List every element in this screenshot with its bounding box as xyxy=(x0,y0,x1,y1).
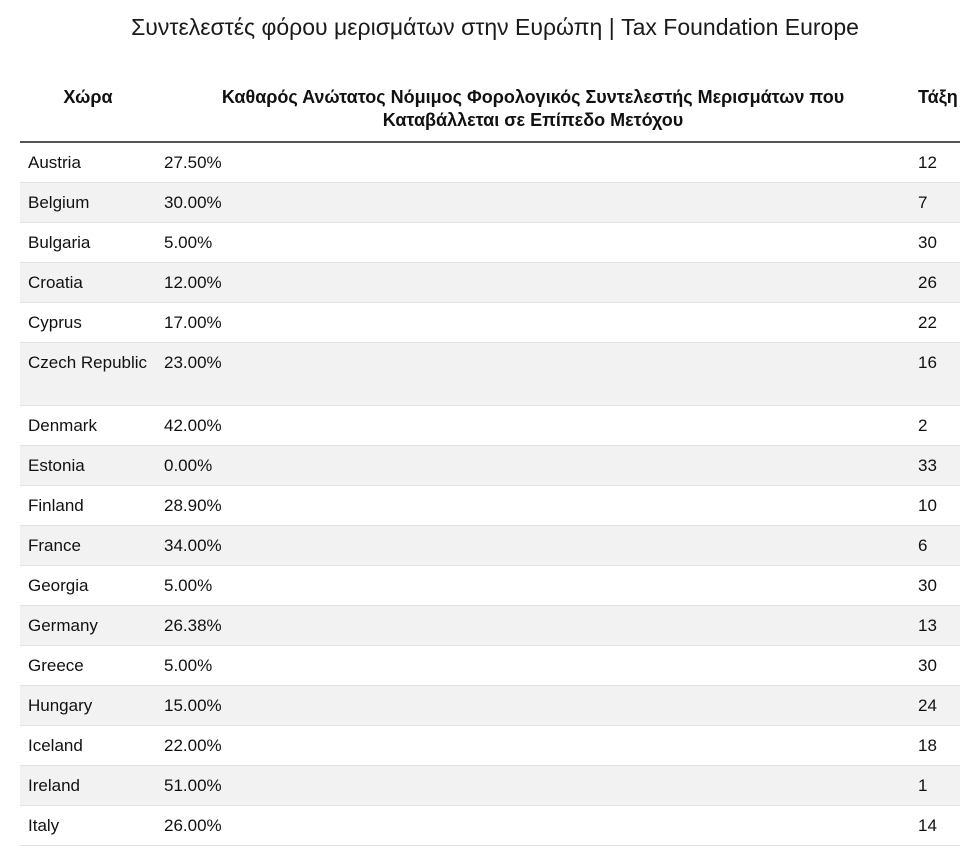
cell-country: Iceland xyxy=(20,725,156,766)
cell-rate: 22.00% xyxy=(156,725,910,766)
column-header-rate[interactable]: Καθαρός Ανώτατος Νόμιμος Φορολογικός Συν… xyxy=(156,84,910,143)
cell-rank: 13 xyxy=(910,605,960,646)
column-header-rank[interactable]: Τάξη xyxy=(910,84,960,143)
cell-rank: 2 xyxy=(910,405,960,446)
cell-country: Estonia xyxy=(20,445,156,486)
cell-rate: 28.90% xyxy=(156,485,910,526)
cell-rank: 14 xyxy=(910,805,960,846)
dividend-tax-table: Χώρα Καθαρός Ανώτατος Νόμιμος Φορολογικό… xyxy=(20,84,960,846)
cell-rank: 16 xyxy=(910,342,960,406)
table-body: Austria 27.50% 12 Belgium 30.00% 7 Bulgaria 5.0… xyxy=(20,142,960,846)
cell-country: Austria xyxy=(20,142,156,183)
table-row: Austria 27.50% 12 xyxy=(20,142,960,183)
table-header-row: Χώρα Καθαρός Ανώτατος Νόμιμος Φορολογικό… xyxy=(20,84,960,143)
cell-rate: 17.00% xyxy=(156,302,910,343)
cell-rate: 26.38% xyxy=(156,605,910,646)
table-row: Greece 5.00% 30 xyxy=(20,645,960,686)
cell-country: Cyprus xyxy=(20,302,156,343)
cell-rank: 6 xyxy=(910,525,960,566)
cell-rank: 26 xyxy=(910,262,960,303)
cell-country: Belgium xyxy=(20,182,156,223)
cell-rank: 30 xyxy=(910,645,960,686)
cell-rate: 23.00% xyxy=(156,342,910,406)
table-row: Belgium 30.00% 7 xyxy=(20,182,960,223)
cell-rank: 30 xyxy=(910,222,960,263)
cell-country: Italy xyxy=(20,805,156,846)
table-row: Germany 26.38% 13 xyxy=(20,605,960,646)
cell-country: Bulgaria xyxy=(20,222,156,263)
table-row: Finland 28.90% 10 xyxy=(20,485,960,526)
cell-country: Denmark xyxy=(20,405,156,446)
cell-country: Germany xyxy=(20,605,156,646)
table-row: Estonia 0.00% 33 xyxy=(20,445,960,486)
cell-country: France xyxy=(20,525,156,566)
cell-rank: 10 xyxy=(910,485,960,526)
table-row: Iceland 22.00% 18 xyxy=(20,725,960,766)
cell-rate: 51.00% xyxy=(156,765,910,806)
cell-rate: 30.00% xyxy=(156,182,910,223)
cell-country: Ireland xyxy=(20,765,156,806)
table-row: Denmark 42.00% 2 xyxy=(20,405,960,446)
table-row: France 34.00% 6 xyxy=(20,525,960,566)
cell-rate: 5.00% xyxy=(156,565,910,606)
cell-rate: 5.00% xyxy=(156,222,910,263)
cell-country: Croatia xyxy=(20,262,156,303)
cell-rate: 34.00% xyxy=(156,525,910,566)
cell-rate: 5.00% xyxy=(156,645,910,686)
table-row: Ireland 51.00% 1 xyxy=(20,765,960,806)
cell-country: Czech Republic xyxy=(20,342,156,406)
column-header-country[interactable]: Χώρα xyxy=(20,84,156,143)
cell-rate: 12.00% xyxy=(156,262,910,303)
table-row: Italy 26.00% 14 xyxy=(20,805,960,846)
cell-rank: 1 xyxy=(910,765,960,806)
dividend-tax-table-container: Χώρα Καθαρός Ανώτατος Νόμιμος Φορολογικό… xyxy=(20,84,960,846)
table-row: Cyprus 17.00% 22 xyxy=(20,302,960,343)
table-row: Hungary 15.00% 24 xyxy=(20,685,960,726)
cell-rate: 15.00% xyxy=(156,685,910,726)
cell-rate: 27.50% xyxy=(156,142,910,183)
cell-rate: 0.00% xyxy=(156,445,910,486)
cell-rank: 18 xyxy=(910,725,960,766)
cell-country: Finland xyxy=(20,485,156,526)
cell-rank: 33 xyxy=(910,445,960,486)
cell-rate: 26.00% xyxy=(156,805,910,846)
table-row: Bulgaria 5.00% 30 xyxy=(20,222,960,263)
cell-country: Greece xyxy=(20,645,156,686)
cell-country: Hungary xyxy=(20,685,156,726)
page-title: Συντελεστές φόρου μερισμάτων στην Ευρώπη… xyxy=(131,14,859,40)
cell-rank: 22 xyxy=(910,302,960,343)
table-row: Croatia 12.00% 26 xyxy=(20,262,960,303)
cell-rank: 30 xyxy=(910,565,960,606)
cell-rank: 12 xyxy=(910,142,960,183)
cell-rate: 42.00% xyxy=(156,405,910,446)
cell-country: Georgia xyxy=(20,565,156,606)
cell-rank: 7 xyxy=(910,182,960,223)
cell-rank: 24 xyxy=(910,685,960,726)
table-row: Czech Republic 23.00% 16 xyxy=(20,342,960,406)
table-row: Georgia 5.00% 30 xyxy=(20,565,960,606)
